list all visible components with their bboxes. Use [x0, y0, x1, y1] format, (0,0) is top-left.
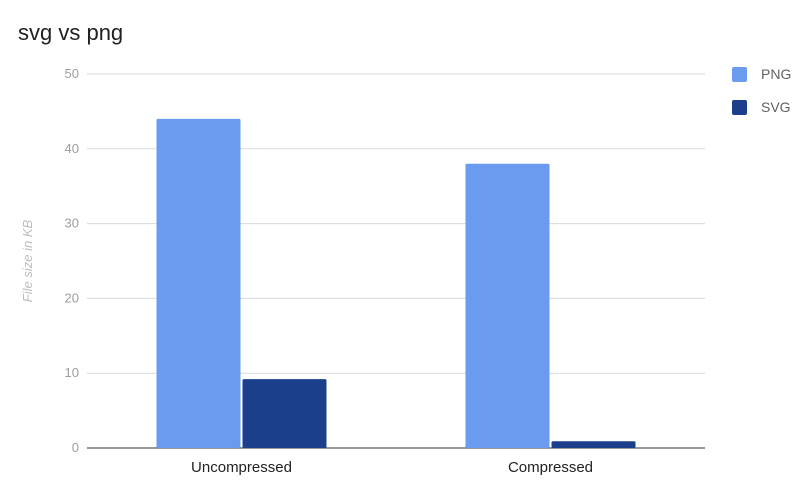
chart-title: svg vs png [18, 20, 124, 45]
y-axis-title: File size in KB [20, 219, 35, 302]
bar-svg-uncompressed [242, 379, 327, 448]
x-category-label: Uncompressed [191, 459, 292, 476]
bar-png-compressed [465, 163, 550, 448]
bar-png-uncompressed [156, 118, 241, 448]
legend-label-svg: SVG [761, 99, 791, 115]
y-tick-label: 20 [65, 290, 79, 305]
y-tick-label: 50 [65, 66, 79, 81]
legend-swatch-svg [732, 100, 747, 115]
x-category-label: Compressed [508, 459, 593, 476]
legend-swatch-png [732, 67, 747, 82]
y-tick-label: 40 [65, 141, 79, 156]
y-tick-label: 30 [65, 216, 79, 231]
y-tick-label: 10 [65, 365, 79, 380]
bar-svg-compressed [551, 441, 636, 448]
y-tick-label: 0 [72, 440, 79, 455]
legend-label-png: PNG [761, 66, 791, 82]
